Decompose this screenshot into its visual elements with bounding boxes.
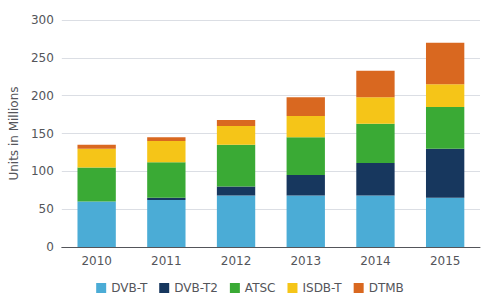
svg-text:300: 300	[31, 13, 54, 27]
svg-text:2013: 2013	[290, 254, 321, 268]
svg-text:2015: 2015	[430, 254, 461, 268]
svg-text:200: 200	[31, 89, 54, 103]
svg-text:2012: 2012	[221, 254, 252, 268]
svg-text:150: 150	[31, 127, 54, 141]
svg-text:50: 50	[39, 202, 54, 216]
svg-text:ISDB-T: ISDB-T	[302, 281, 342, 295]
svg-text:2011: 2011	[151, 254, 182, 268]
svg-text:DTMB: DTMB	[369, 281, 404, 295]
svg-text:DVB-T2: DVB-T2	[174, 281, 218, 295]
svg-text:0: 0	[46, 240, 54, 254]
svg-text:2014: 2014	[360, 254, 391, 268]
svg-text:2010: 2010	[81, 254, 112, 268]
svg-text:Units in Millions: Units in Millions	[7, 86, 21, 180]
svg-text:ATSC: ATSC	[245, 281, 276, 295]
svg-text:100: 100	[31, 164, 54, 178]
svg-text:DVB-T: DVB-T	[111, 281, 148, 295]
svg-text:250: 250	[31, 51, 54, 65]
